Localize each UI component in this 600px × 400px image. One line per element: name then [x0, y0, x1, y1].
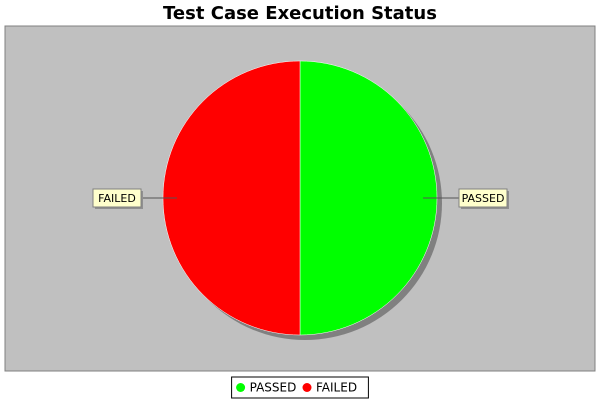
chart-title: Test Case Execution Status: [163, 3, 437, 24]
label-box-passed: [458, 188, 508, 208]
legend-marker-failed: [302, 383, 312, 392]
legend-label-passed: PASSED: [250, 381, 297, 395]
slice-label-failed: FAILED: [98, 192, 136, 205]
legend-label-failed: FAILED: [316, 381, 357, 395]
legend-marker-passed: [236, 383, 246, 392]
slice-label-passed: PASSED: [462, 192, 505, 205]
legend: PASSED FAILED: [231, 376, 369, 399]
pie-slices: [162, 60, 438, 336]
label-box-failed: [92, 188, 142, 208]
legend-frame: [231, 376, 369, 399]
pie-labels: PASSED FAILED: [92, 188, 509, 209]
